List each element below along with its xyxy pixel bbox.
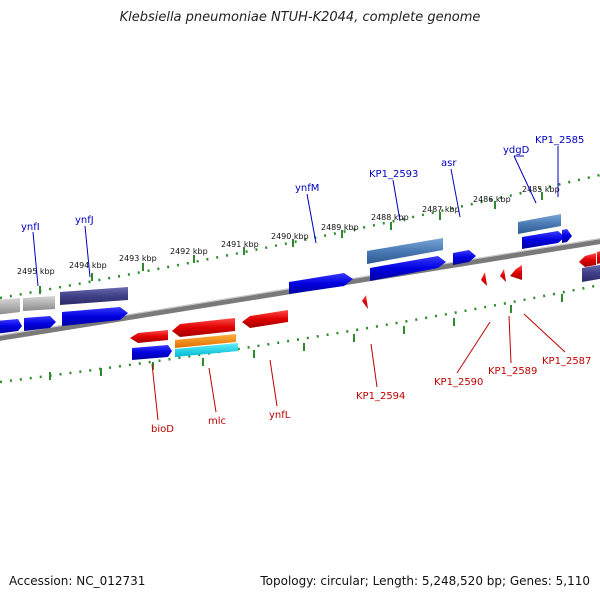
gene-label-ydgD: ydgD (503, 145, 530, 156)
gene-arrow (62, 307, 128, 326)
gene-arrow (0, 319, 22, 334)
gene-label-KP1_2589: KP1_2589 (488, 366, 537, 377)
gene-arrow (362, 295, 368, 309)
gene-arrow (579, 253, 596, 267)
map-title: Klebsiella pneumoniae NTUH-K2044, comple… (119, 10, 481, 25)
tick-label: 2487 kbp (422, 205, 460, 214)
gene-label-ynfI: ynfI (21, 222, 40, 233)
gene-label-KP1_2590: KP1_2590 (434, 377, 483, 388)
gene-arrow (500, 269, 506, 282)
gene-feature (518, 214, 561, 234)
gene-feature (175, 343, 238, 357)
topology-label: Topology: circular; Length: 5,248,520 bp… (260, 574, 590, 588)
top-leader-lines (32, 146, 559, 287)
tick-label: 2493 kbp (119, 254, 157, 263)
accession-label: Accession: NC_012731 (9, 574, 146, 588)
gene-label-KP1_2585: KP1_2585 (535, 135, 584, 146)
gene-label-KP1_2594: KP1_2594 (356, 391, 405, 402)
gene-arrow (130, 330, 168, 343)
gene-label-KP1_2587: KP1_2587 (542, 356, 591, 367)
bottom-leader-lines (151, 313, 566, 421)
gene-feature (367, 238, 443, 264)
bottom-gene-labels: bioD mlc ynfL KP1_2594 KP1_2590 KP1_2589… (151, 356, 591, 435)
tick-label: 2491 kbp (221, 240, 259, 249)
gene-arrow (370, 256, 446, 281)
tick-labels: 2495 kbp 2494 kbp 2493 kbp 2492 kbp 2491… (17, 185, 560, 276)
gene-label-asr: asr (441, 158, 457, 169)
reverse-genes (130, 251, 600, 360)
gene-arrow (522, 231, 565, 249)
tick-label: 2495 kbp (17, 267, 55, 276)
gene-arrow (132, 345, 172, 360)
gene-label-bioD: bioD (151, 424, 174, 435)
gene-arrow (289, 273, 353, 294)
gene-label-ynfM: ynfM (295, 183, 319, 194)
gene-feature (23, 296, 55, 311)
gene-label-ynfL: ynfL (269, 410, 291, 421)
gene-arrow (481, 272, 487, 286)
gene-arrow (562, 229, 572, 243)
tick-label: 2489 kbp (321, 223, 359, 232)
gene-arrow (24, 316, 56, 331)
gene-arrow (242, 310, 288, 328)
gene-arrow (510, 265, 522, 280)
gene-feature (0, 298, 20, 315)
tick-label: 2486 kbp (473, 195, 511, 204)
forward-genes (0, 214, 600, 334)
gene-feature (60, 287, 128, 305)
gene-feature (582, 264, 600, 282)
tick-label: 2490 kbp (271, 232, 309, 241)
gene-arrow (597, 251, 600, 264)
top-gene-labels: ynfI ynfJ ynfM KP1_2593 asr ydgD KP1_258… (21, 135, 584, 233)
tick-label: 2488 kbp (371, 213, 409, 222)
tick-label: 2494 kbp (69, 261, 107, 270)
gene-label-KP1_2593: KP1_2593 (369, 169, 418, 180)
gene-label-ynfJ: ynfJ (75, 215, 94, 226)
gene-label-mlc: mlc (208, 416, 226, 427)
tick-label: 2485 kbp (522, 185, 560, 194)
gene-arrow (172, 318, 235, 337)
major-ticks (39, 192, 543, 294)
gene-feature (175, 334, 236, 348)
tick-label: 2492 kbp (170, 247, 208, 256)
gene-arrow (453, 250, 476, 265)
